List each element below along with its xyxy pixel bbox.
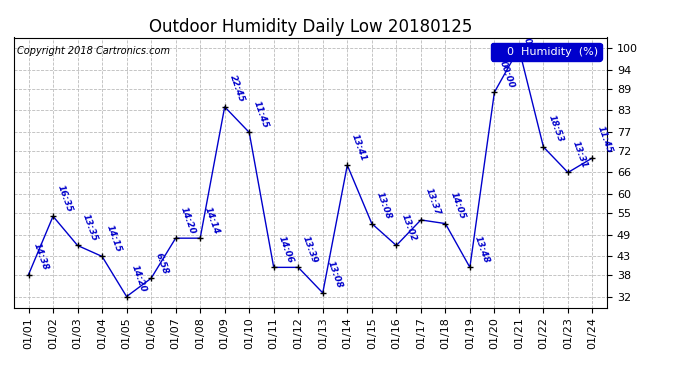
Text: 13:08: 13:08 xyxy=(375,190,393,220)
Text: 13:35: 13:35 xyxy=(81,213,99,243)
Text: 14:38: 14:38 xyxy=(32,242,50,272)
Text: 13:08: 13:08 xyxy=(326,260,344,290)
Text: 14:15: 14:15 xyxy=(105,224,124,254)
Text: 13:37: 13:37 xyxy=(424,187,442,217)
Text: 14:20: 14:20 xyxy=(130,264,148,294)
Text: 13:31: 13:31 xyxy=(571,140,589,170)
Text: 14:06: 14:06 xyxy=(277,234,295,264)
Text: 14:20: 14:20 xyxy=(179,205,197,235)
Text: 18:53: 18:53 xyxy=(546,114,564,144)
Text: Copyright 2018 Cartronics.com: Copyright 2018 Cartronics.com xyxy=(17,46,170,56)
Text: 13:48: 13:48 xyxy=(473,234,491,264)
Text: 00:00: 00:00 xyxy=(497,59,515,89)
Text: 6:58: 6:58 xyxy=(154,251,170,275)
Text: 22:45: 22:45 xyxy=(228,74,246,104)
Text: 13:41: 13:41 xyxy=(351,132,368,162)
Text: 16:35: 16:35 xyxy=(56,183,75,213)
Text: 14:14: 14:14 xyxy=(203,205,221,235)
Text: 0: 0 xyxy=(522,37,533,45)
Text: 11:45: 11:45 xyxy=(595,125,613,155)
Text: 13:02: 13:02 xyxy=(400,213,417,243)
Text: 14:05: 14:05 xyxy=(448,190,466,220)
Title: Outdoor Humidity Daily Low 20180125: Outdoor Humidity Daily Low 20180125 xyxy=(149,18,472,36)
Text: 11:45: 11:45 xyxy=(252,99,270,129)
Legend: 0  Humidity  (%): 0 Humidity (%) xyxy=(491,43,602,60)
Text: 13:39: 13:39 xyxy=(301,234,319,264)
